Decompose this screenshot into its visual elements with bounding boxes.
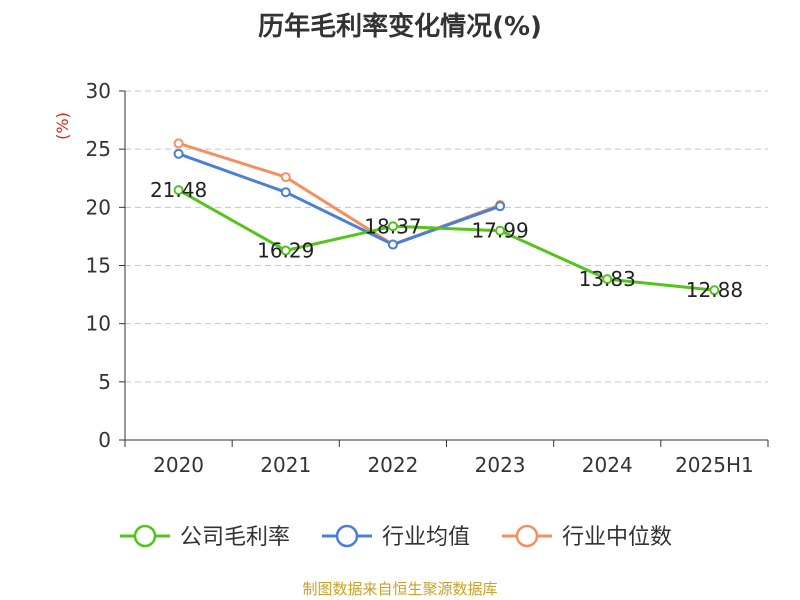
data-point <box>280 172 291 183</box>
y-tick-label: 20 <box>86 195 111 219</box>
data-point <box>280 245 291 256</box>
y-tick-label: 15 <box>86 254 111 278</box>
y-tick-label: 10 <box>86 312 111 336</box>
data-point <box>280 187 291 198</box>
x-tick-label: 2021 <box>260 453 311 477</box>
x-tick-label: 2020 <box>153 453 204 477</box>
legend-marker <box>335 524 359 548</box>
axes: 0 5 10 15 20 25 30 (%) 2020 2021 2022 2023 2024 2025H… <box>53 79 769 477</box>
data-label: 17.99 <box>471 219 528 243</box>
data-label: 13.83 <box>579 267 636 291</box>
y-tick-label: 5 <box>98 370 111 394</box>
data-label: 21.48 <box>150 178 207 202</box>
source-note: 制图数据来自恒生聚源数据库 <box>302 580 498 598</box>
data-point <box>602 274 613 285</box>
data-label: 12.88 <box>686 278 743 302</box>
x-tick-label: 2023 <box>475 453 526 477</box>
data-point <box>173 138 184 149</box>
data-point <box>173 185 184 196</box>
series-line <box>177 188 715 292</box>
y-tick-label: 0 <box>98 428 111 452</box>
chart-title: 历年毛利率变化情况(%) <box>258 12 542 42</box>
legend-marker <box>515 524 539 548</box>
series-lines <box>173 138 720 296</box>
data-label: 16.29 <box>257 238 314 262</box>
data-point <box>709 285 720 296</box>
data-label: 18.37 <box>364 214 421 238</box>
x-tick-label: 2024 <box>582 453 633 477</box>
legend-label: 公司毛利率 <box>180 525 290 550</box>
legend-label: 行业中位数 <box>562 525 672 550</box>
legend-marker <box>133 524 157 548</box>
y-axis-unit: (%) <box>53 112 72 140</box>
data-point <box>387 239 398 250</box>
data-labels: 21.48 16.29 18.37 17.99 13.83 12.88 <box>150 178 743 302</box>
data-point <box>495 201 506 212</box>
y-tick-label: 25 <box>86 137 111 161</box>
data-point <box>173 148 184 159</box>
legend: 公司毛利率 行业均值 行业中位数 <box>120 524 672 550</box>
grid-lines <box>125 90 768 383</box>
series-line <box>178 152 501 247</box>
y-tick-label: 30 <box>86 79 111 103</box>
x-tick-label: 2022 <box>367 453 418 477</box>
data-point <box>495 225 506 236</box>
legend-label: 行业均值 <box>382 525 470 550</box>
data-point <box>387 221 398 232</box>
x-tick-label: 2025H1 <box>675 453 754 477</box>
